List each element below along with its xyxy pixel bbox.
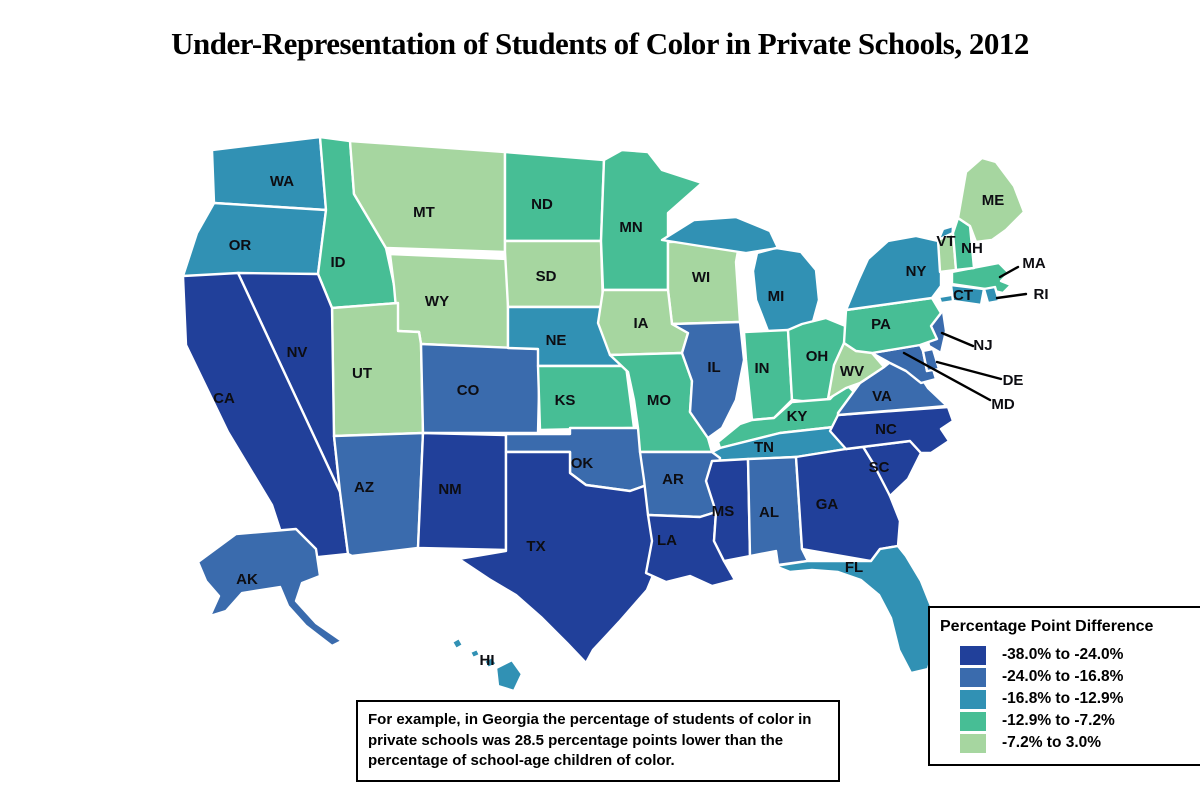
- state-label-ma: MA: [1022, 255, 1045, 272]
- state-pa: [842, 296, 943, 355]
- state-label-me: ME: [982, 192, 1005, 209]
- state-label-co: CO: [457, 382, 480, 399]
- legend-label-1: -24.0% to -16.8%: [1002, 668, 1124, 685]
- legend-row-0: -38.0% to -24.0%: [960, 644, 1194, 666]
- state-label-ca: CA: [213, 390, 235, 407]
- state-label-ct: CT: [953, 287, 973, 304]
- callout-line-nj: [940, 331, 975, 348]
- legend-swatch-3: [960, 711, 986, 731]
- state-ma: [950, 261, 1013, 295]
- callout-line-de: [935, 360, 1003, 381]
- state-az: [332, 431, 425, 558]
- state-label-wa: WA: [270, 173, 294, 190]
- state-mn: [599, 148, 704, 292]
- state-me: [956, 156, 1026, 244]
- state-label-il: IL: [707, 359, 720, 376]
- state-label-la: LA: [657, 532, 677, 549]
- state-label-va: VA: [872, 388, 892, 405]
- state-label-ri: RI: [1034, 286, 1049, 303]
- state-label-sd: SD: [536, 268, 557, 285]
- state-label-tn: TN: [754, 439, 774, 456]
- state-label-vt: VT: [936, 233, 955, 250]
- state-nh: [951, 216, 976, 272]
- legend-rows: -38.0% to -24.0% -24.0% to -16.8% -16.8% t…: [940, 644, 1194, 754]
- callout-layer: [902, 265, 1028, 402]
- state-label-hi: HI: [480, 652, 495, 669]
- state-label-az: AZ: [354, 479, 374, 496]
- legend-row-2: -16.8% to -12.9%: [960, 688, 1194, 710]
- legend-label-0: -38.0% to -24.0%: [1002, 646, 1124, 663]
- state-label-pa: PA: [871, 316, 891, 333]
- legend-row-1: -24.0% to -16.8%: [960, 666, 1194, 688]
- legend-label-2: -16.8% to -12.9%: [1002, 690, 1124, 707]
- state-label-ut: UT: [352, 365, 372, 382]
- legend-row-4: -7.2% to 3.0%: [960, 732, 1194, 754]
- state-label-de: DE: [1003, 372, 1024, 389]
- state-ak: [196, 527, 344, 648]
- state-label-nv: NV: [287, 344, 308, 361]
- legend: Percentage Point Difference -38.0% to -2…: [928, 606, 1200, 766]
- legend-label-3: -12.9% to -7.2%: [1002, 712, 1115, 729]
- state-labels-layer: WA OR ID MT WY UT NV CA AZ CO NM ND SD NE KS OK TX MN IA MO…: [213, 173, 1048, 669]
- page-title: Under-Representation of Students of Colo…: [171, 26, 1029, 61]
- legend-swatch-1: [960, 667, 986, 687]
- state-ks: [536, 364, 636, 432]
- legend-swatch-0: [960, 645, 986, 665]
- state-label-ga: GA: [816, 496, 839, 513]
- state-label-ny: NY: [906, 263, 927, 280]
- callout-line-ri: [995, 292, 1028, 300]
- state-label-nh: NH: [961, 240, 983, 257]
- state-label-or: OR: [229, 237, 252, 254]
- callout-line-ma: [998, 265, 1020, 279]
- state-label-ar: AR: [662, 471, 684, 488]
- state-label-wy: WY: [425, 293, 449, 310]
- legend-swatch-2: [960, 689, 986, 709]
- state-label-md: MD: [991, 396, 1014, 413]
- state-label-mi: MI: [768, 288, 785, 305]
- state-tx: [457, 450, 663, 665]
- state-label-wi: WI: [692, 269, 710, 286]
- state-label-nj: NJ: [973, 337, 992, 354]
- state-mt: [348, 139, 507, 254]
- state-label-id: ID: [331, 254, 346, 271]
- state-la: [644, 510, 737, 588]
- legend-row-3: -12.9% to -7.2%: [960, 710, 1194, 732]
- state-label-al: AL: [759, 504, 779, 521]
- state-nm: [416, 431, 508, 552]
- state-label-ne: NE: [546, 332, 567, 349]
- state-hi: [450, 636, 524, 693]
- legend-title: Percentage Point Difference: [940, 618, 1154, 635]
- state-label-ak: AK: [236, 571, 258, 588]
- state-label-fl: FL: [845, 559, 863, 576]
- state-nd: [503, 150, 606, 243]
- state-or: [181, 201, 328, 278]
- state-label-ks: KS: [555, 392, 576, 409]
- legend-label-4: -7.2% to 3.0%: [1002, 734, 1102, 751]
- state-label-ok: OK: [571, 455, 594, 472]
- state-label-ky: KY: [787, 408, 808, 425]
- state-label-oh: OH: [806, 348, 829, 365]
- callout-line-md: [902, 351, 992, 402]
- state-il: [670, 320, 746, 440]
- state-label-tx: TX: [526, 538, 545, 555]
- state-label-wv: WV: [840, 363, 864, 380]
- state-label-in: IN: [755, 360, 770, 377]
- state-label-nm: NM: [438, 481, 461, 498]
- state-md: [870, 343, 938, 385]
- state-label-sc: SC: [869, 459, 890, 476]
- legend-swatch-4: [960, 733, 986, 753]
- state-label-nc: NC: [875, 421, 897, 438]
- state-label-ms: MS: [712, 503, 735, 520]
- state-ri: [982, 285, 1001, 305]
- state-label-mo: MO: [647, 392, 671, 409]
- state-label-mt: MT: [413, 204, 435, 221]
- state-co: [419, 342, 542, 435]
- example-note: For example, in Georgia the percentage o…: [356, 700, 840, 782]
- states-layer: [181, 135, 1026, 693]
- state-label-ia: IA: [634, 315, 649, 332]
- state-label-mn: MN: [619, 219, 642, 236]
- state-label-nd: ND: [531, 196, 553, 213]
